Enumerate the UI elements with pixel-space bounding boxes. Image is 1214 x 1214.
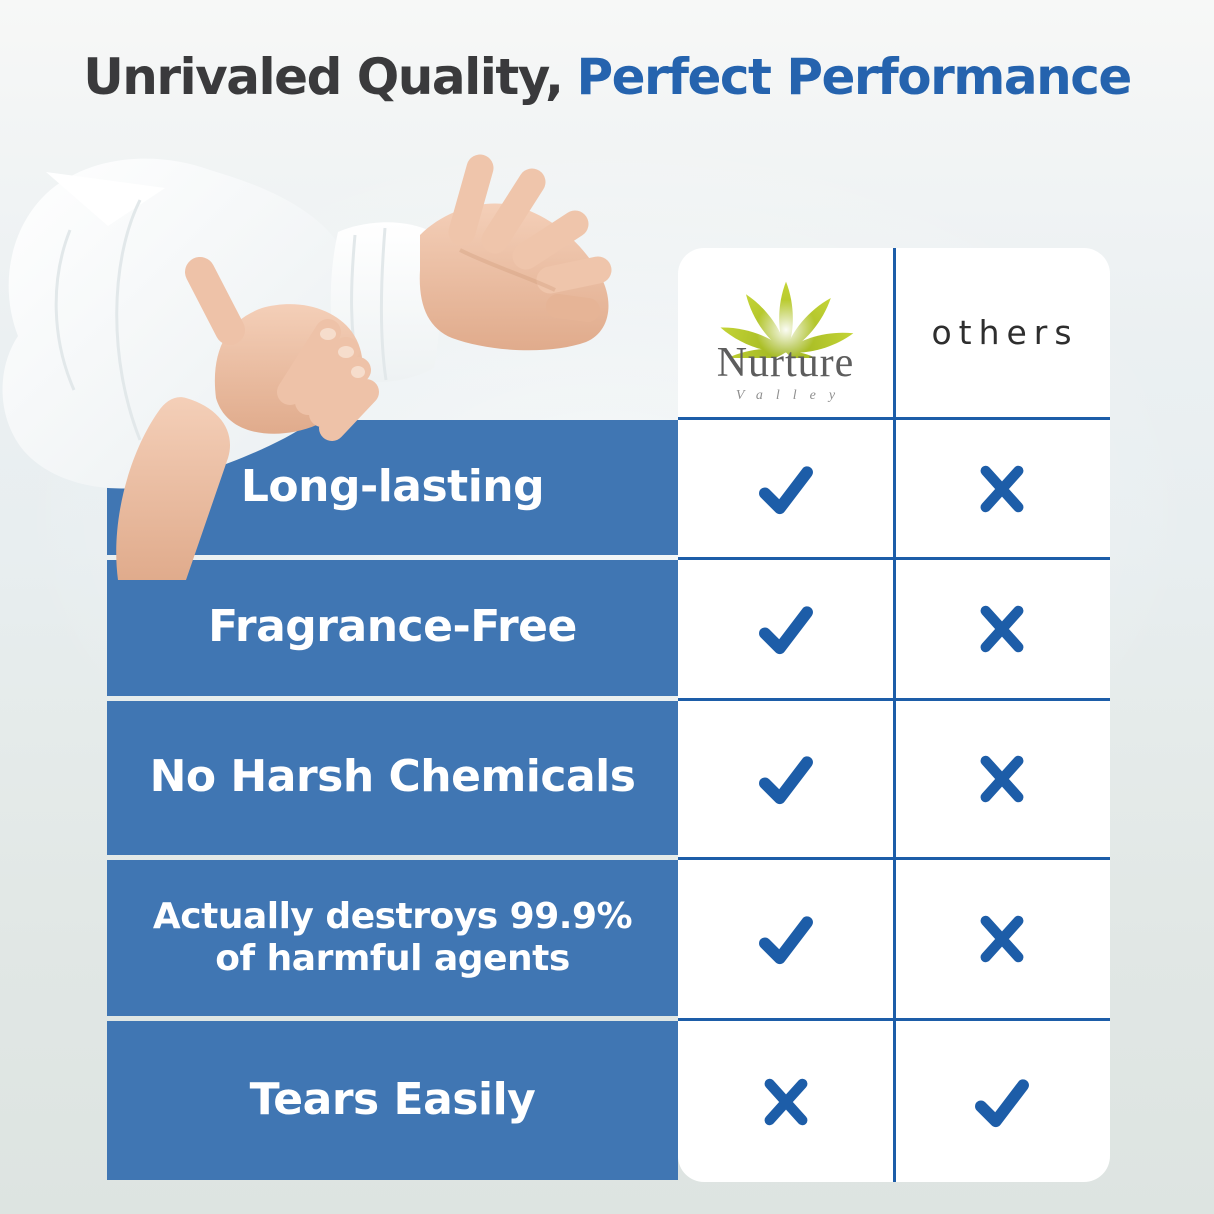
mark-cell-no	[893, 560, 1110, 698]
feature-band: Tears Easily	[107, 1020, 678, 1180]
cross-icon	[980, 755, 1023, 803]
column-divider	[893, 248, 896, 1182]
mark-cell-no	[678, 1021, 893, 1182]
feature-label: Fragrance-Free	[208, 601, 577, 653]
page-title-accent: Perfect Performance	[576, 48, 1133, 106]
brand-tagline: Valley	[735, 387, 849, 403]
feature-band: Fragrance-Free	[107, 559, 678, 696]
others-header-cell: others	[893, 248, 1110, 417]
feature-band: Actually destroys 99.9% of harmful agent…	[107, 859, 678, 1016]
mark-cell-yes	[678, 860, 893, 1018]
table-header-row: Nurture Valley others	[678, 248, 1110, 417]
cross-icon	[980, 465, 1023, 512]
feature-band-list: Long-lasting Fragrance-Free No Harsh Che…	[107, 417, 678, 1182]
leaf-logo-icon	[716, 281, 853, 358]
cross-icon	[764, 1078, 807, 1125]
page-title-normal: Unrivaled Quality,	[83, 48, 564, 106]
feature-band: No Harsh Chemicals	[107, 700, 678, 855]
brand-header-cell: Nurture Valley	[678, 248, 893, 417]
check-icon	[758, 916, 813, 965]
cross-icon	[980, 915, 1023, 963]
feature-label: No Harsh Chemicals	[149, 751, 636, 803]
feature-label: Long-lasting	[240, 460, 545, 512]
cross-icon	[980, 605, 1023, 653]
mark-cell-no	[893, 860, 1110, 1018]
check-icon	[758, 756, 813, 805]
mark-cell-no	[893, 420, 1110, 557]
feature-label: Tears Easily	[249, 1073, 536, 1125]
mark-cell-no	[893, 701, 1110, 857]
check-icon	[758, 465, 813, 514]
hands-wiping-photo	[2, 154, 612, 580]
mark-cell-yes	[678, 701, 893, 857]
mark-cell-yes	[678, 560, 893, 698]
page-title: Unrivaled Quality, Perfect Performance	[0, 48, 1214, 106]
check-icon	[974, 1078, 1029, 1127]
comparison-table: Nurture Valley others	[678, 248, 1110, 1182]
mark-cell-yes	[678, 420, 893, 557]
brand-name: Nurture	[716, 339, 855, 386]
others-label: others	[931, 313, 1079, 352]
mark-cell-yes	[893, 1021, 1110, 1182]
feature-label: Actually destroys 99.9% of harmful agent…	[152, 896, 633, 979]
check-icon	[758, 606, 813, 655]
